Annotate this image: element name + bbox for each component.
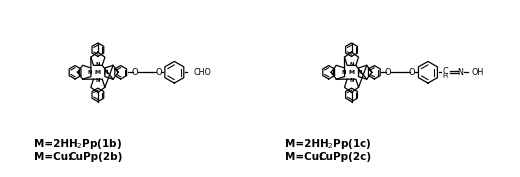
Text: M=Cu:: M=Cu: xyxy=(34,152,72,162)
Text: N: N xyxy=(341,70,346,75)
Text: CuPp(2b): CuPp(2b) xyxy=(68,152,122,162)
Text: H$_2$Pp(1c): H$_2$Pp(1c) xyxy=(319,137,371,151)
Text: N: N xyxy=(349,78,354,83)
Text: N: N xyxy=(457,68,463,77)
Text: M=2H:: M=2H: xyxy=(285,139,324,149)
Text: N: N xyxy=(103,70,108,75)
Text: M=Cu:: M=Cu: xyxy=(285,152,323,162)
Text: N: N xyxy=(349,62,354,67)
Text: N: N xyxy=(357,70,362,75)
Text: O: O xyxy=(409,68,415,77)
Text: M: M xyxy=(348,70,355,75)
Text: N: N xyxy=(87,70,92,75)
Text: CHO: CHO xyxy=(193,68,211,77)
Text: O: O xyxy=(155,68,162,77)
Text: M: M xyxy=(95,70,101,75)
Text: H$_2$Pp(1b): H$_2$Pp(1b) xyxy=(68,137,122,151)
Text: N: N xyxy=(96,78,100,83)
Text: O: O xyxy=(131,68,138,77)
Text: OH: OH xyxy=(472,68,484,77)
Text: H: H xyxy=(443,73,447,79)
Text: CuPp(2c): CuPp(2c) xyxy=(319,152,372,162)
Text: N: N xyxy=(96,62,100,67)
Text: C: C xyxy=(442,67,448,76)
Text: O: O xyxy=(385,68,392,77)
Text: M=2H:: M=2H: xyxy=(34,139,73,149)
